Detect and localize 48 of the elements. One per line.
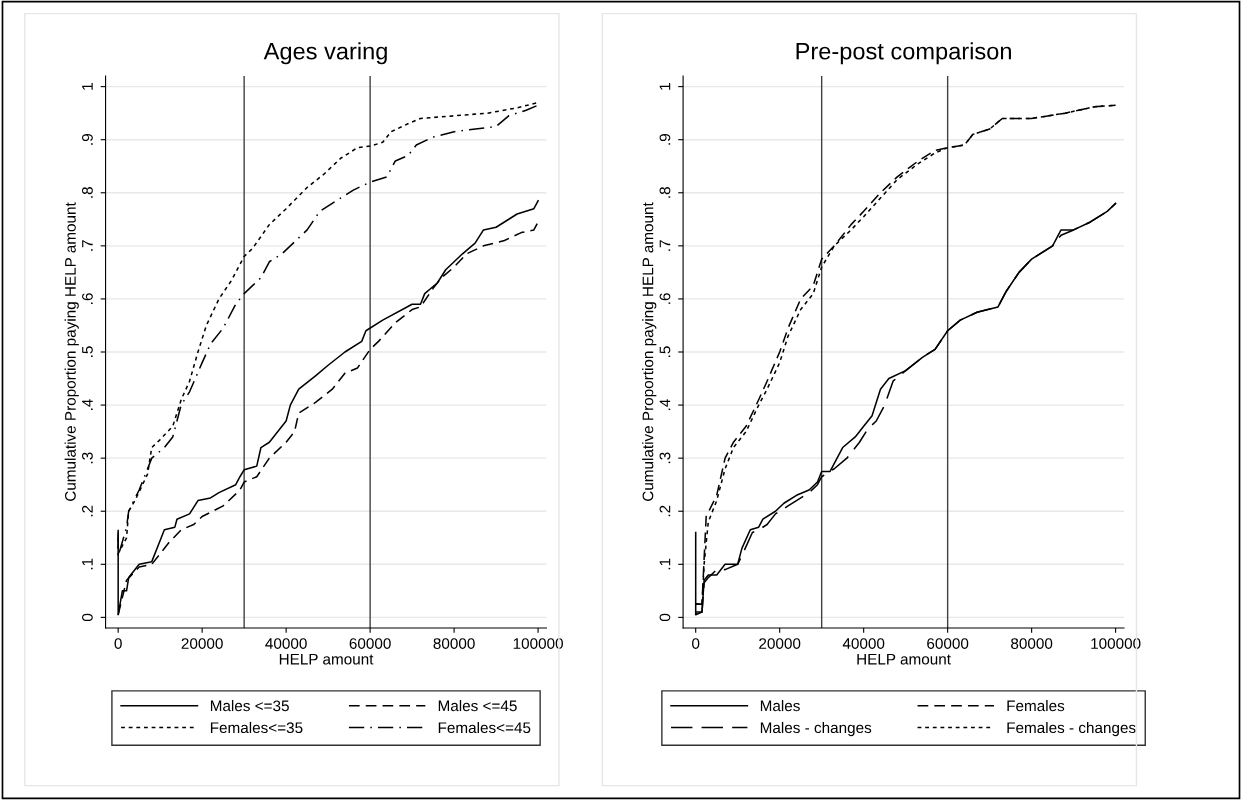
chart-title: Pre-post comparison — [796, 42, 1011, 65]
y-tick-label: .9 — [659, 134, 671, 145]
y-tick-label: 0 — [82, 613, 93, 622]
x-tick-label: 80000 — [1011, 638, 1053, 649]
y-tick-label: .4 — [659, 399, 671, 411]
x-tick-label: 60000 — [927, 638, 969, 649]
legend-label: Females<=35 — [210, 721, 303, 734]
y-tick-label: .1 — [659, 558, 671, 570]
x-tick-label: 60000 — [349, 638, 391, 649]
x-tick-label: 20000 — [759, 638, 801, 649]
y-tick-label: .2 — [659, 505, 671, 517]
x-tick-label: 40000 — [842, 638, 885, 649]
y-tick-label: .9 — [82, 134, 93, 145]
legend-label: Males <=35 — [210, 700, 289, 712]
x-axis-title: HELP amount — [857, 653, 951, 665]
legend-label: Males - changes — [760, 721, 872, 737]
y-axis-title: Cumulative Proportion paying HELP amount — [64, 202, 79, 501]
y-tick-label: .6 — [82, 293, 93, 304]
y-tick-label: .5 — [659, 346, 671, 357]
y-axis-title: Cumulative Proportion paying HELP amount — [642, 202, 657, 501]
legend-label: Males <=45 — [438, 700, 517, 712]
y-tick-label: .3 — [659, 452, 671, 464]
legend-label: Females — [1007, 700, 1065, 712]
x-axis-title: HELP amount — [279, 653, 374, 665]
y-tick-label: .6 — [659, 293, 671, 304]
y-tick-label: 1 — [82, 83, 93, 90]
y-tick-label: .5 — [82, 346, 93, 357]
y-tick-label: 1 — [659, 83, 671, 90]
x-tick-label: 80000 — [433, 638, 475, 649]
y-tick-label: .7 — [82, 240, 93, 251]
x-tick-label: 100000 — [1091, 638, 1141, 649]
x-tick-label: 100000 — [513, 638, 563, 649]
x-tick-label: 40000 — [265, 638, 307, 649]
y-tick-label: .1 — [82, 558, 93, 570]
y-tick-label: .8 — [82, 187, 93, 198]
x-tick-label: 0 — [114, 638, 122, 649]
x-tick-label: 20000 — [181, 638, 223, 649]
y-tick-label: .3 — [82, 452, 93, 464]
legend-label: Males — [760, 700, 800, 712]
legend-label: Females<=45 — [438, 721, 531, 734]
y-tick-label: .4 — [82, 399, 93, 411]
y-tick-label: .8 — [659, 187, 671, 198]
y-tick-label: .7 — [659, 240, 671, 251]
y-tick-label: .2 — [82, 505, 93, 517]
legend-label: Females - changes — [1007, 721, 1136, 737]
y-tick-label: 0 — [659, 613, 671, 622]
x-tick-label: 0 — [692, 638, 700, 649]
chart-title: Ages varing — [263, 42, 387, 65]
